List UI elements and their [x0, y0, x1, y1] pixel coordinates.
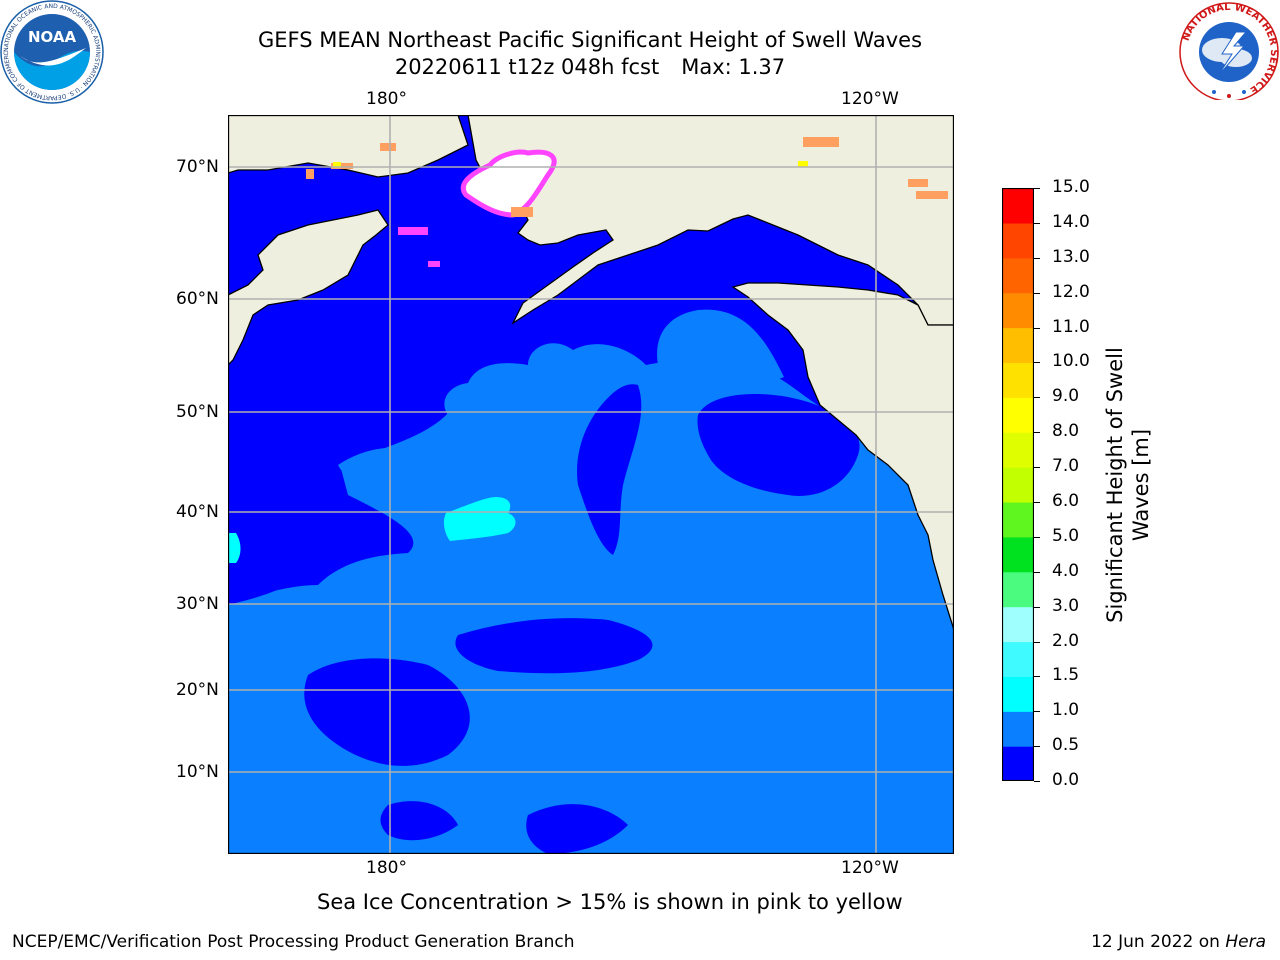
colorbar-tick — [1034, 536, 1040, 538]
graticule — [228, 115, 954, 854]
colorbar-tick — [1034, 746, 1040, 748]
colorbar-tick-label: 10.0 — [1052, 351, 1090, 372]
colorbar-tick — [1034, 641, 1040, 643]
colorbar-tick-label: 1.0 — [1052, 700, 1080, 721]
colorbar-tick-label: 15.0 — [1052, 177, 1090, 197]
colorbar-tick-label: 4.0 — [1052, 560, 1080, 581]
colorbar-segment — [1002, 606, 1034, 643]
lat-label-30n: 30°N — [176, 594, 219, 614]
colorbar-segment — [1002, 501, 1034, 538]
colorbar-tick — [1034, 781, 1040, 782]
lat-label-60n: 60°N — [176, 289, 219, 309]
colorbar-segment — [1002, 292, 1034, 329]
colorbar-segment — [1002, 711, 1034, 747]
colorbar-tick-label: 0.0 — [1052, 770, 1080, 790]
colorbar-segment — [1002, 257, 1034, 294]
colorbar-tick-label: 14.0 — [1052, 211, 1090, 232]
lat-label-10n: 10°N — [176, 762, 219, 782]
colorbar-tick — [1034, 397, 1040, 399]
colorbar-segment — [1002, 641, 1034, 677]
colorbar-tick — [1034, 327, 1040, 329]
colorbar-tick-label: 3.0 — [1052, 595, 1080, 616]
map — [228, 115, 954, 854]
land-siberia — [228, 115, 469, 178]
swell-low-layer — [228, 384, 860, 854]
colorbar-segment — [1002, 467, 1034, 503]
lon-label-bottom-120w: 120°W — [841, 858, 899, 878]
colorbar-tick-label: 11.0 — [1052, 316, 1090, 337]
colorbar-tick-label: 12.0 — [1052, 281, 1090, 302]
colorbar-tick — [1034, 606, 1040, 608]
lat-label-40n: 40°N — [176, 502, 219, 522]
colorbar-tick-label: 2.0 — [1052, 630, 1080, 651]
footer-credit: NCEP/EMC/Verification Post Processing Pr… — [12, 932, 575, 952]
nws-logo: NATIONAL WEATHER SERVICE — [1179, 2, 1279, 100]
colorbar-tick — [1034, 676, 1040, 678]
colorbar-tick-label: 13.0 — [1052, 246, 1090, 267]
colorbar-segment — [1002, 397, 1034, 433]
colorbar-segment — [1002, 188, 1034, 224]
noaa-logo: NATIONAL OCEANIC AND ATMOSPHERIC ADMINIS… — [0, 0, 104, 104]
footer-date: 12 Jun 2022 on — [1091, 932, 1220, 952]
colorbar-segment — [1002, 327, 1034, 364]
colorbar-tick — [1034, 362, 1040, 364]
lon-label-top-120w: 120°W — [841, 89, 899, 109]
colorbar-segment — [1002, 571, 1034, 608]
colorbar-tick — [1034, 257, 1040, 259]
colorbar — [1002, 188, 1034, 781]
lon-label-bottom-180: 180° — [366, 858, 407, 878]
lon-label-top-180: 180° — [366, 89, 407, 109]
colorbar-segment — [1002, 536, 1034, 573]
forecast-date: 20220611 t12z 048h fcst — [394, 55, 660, 79]
colorbar-tick — [1034, 292, 1040, 294]
sea-ice-caption: Sea Ice Concentration > 15% is shown in … — [317, 890, 903, 914]
chart-title: GEFS MEAN Northeast Pacific Significant … — [257, 28, 923, 52]
colorbar-border — [1002, 188, 1034, 781]
colorbar-tick-label: 0.5 — [1052, 735, 1080, 756]
colorbar-tick — [1034, 571, 1040, 573]
colorbar-tick-label: 6.0 — [1052, 490, 1080, 511]
chart-subtitle: 20220611 t12z 048h fcst Max: 1.37 — [190, 54, 990, 80]
noaa-logo-text: NOAA — [28, 28, 77, 46]
colorbar-segment — [1002, 362, 1034, 398]
colorbar-tick-label: 9.0 — [1052, 386, 1080, 407]
swell-high-layer — [228, 497, 516, 563]
sea-ice — [306, 137, 948, 267]
colorbar-segment — [1002, 222, 1034, 259]
lat-label-20n: 20°N — [176, 680, 219, 700]
colorbar-tick-label: 8.0 — [1052, 421, 1080, 442]
colorbar-tick — [1034, 467, 1040, 469]
colorbar-segment — [1002, 676, 1034, 712]
colorbar-tick — [1034, 222, 1040, 224]
lat-label-70n: 70°N — [176, 157, 219, 177]
colorbar-title: Significant Height of Swell Waves [m] — [1103, 347, 1153, 623]
lat-label-50n: 50°N — [176, 402, 219, 422]
colorbar-tick-label: 5.0 — [1052, 525, 1080, 546]
colorbar-tick-label: 1.5 — [1052, 665, 1080, 686]
swell-mid-layer — [228, 309, 954, 854]
footer-timestamp: 12 Jun 2022 on Hera — [1091, 932, 1266, 952]
max-value: Max: 1.37 — [681, 55, 786, 79]
land-kamchatka — [228, 209, 389, 366]
colorbar-tick — [1034, 188, 1040, 189]
colorbar-segment — [1002, 432, 1034, 468]
colorbar-tick-label: 7.0 — [1052, 456, 1080, 477]
footer-machine: Hera — [1225, 932, 1266, 952]
colorbar-tick — [1034, 432, 1040, 434]
colorbar-tick — [1034, 501, 1040, 503]
colorbar-segment — [1002, 746, 1034, 781]
land-north-america — [731, 115, 954, 631]
colorbar-tick — [1034, 711, 1040, 713]
